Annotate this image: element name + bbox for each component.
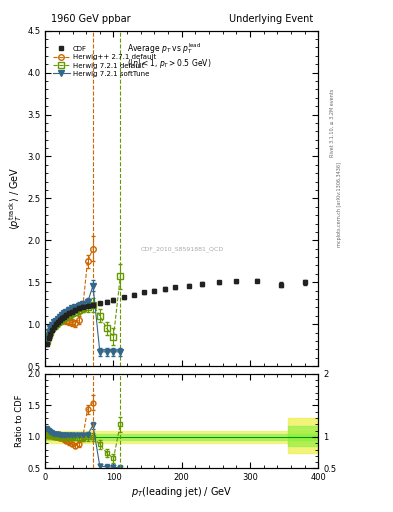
Text: CDF_2010_S8591881_QCD: CDF_2010_S8591881_QCD [140, 246, 223, 251]
Y-axis label: $\langle p_T^{\rm track}\rangle$ / GeV: $\langle p_T^{\rm track}\rangle$ / GeV [7, 166, 24, 230]
X-axis label: $p_T$(leading jet) / GeV: $p_T$(leading jet) / GeV [131, 485, 233, 499]
Y-axis label: Ratio to CDF: Ratio to CDF [15, 395, 24, 447]
Text: Average $p_T$ vs $p_T^{\rm lead}$
($|\eta|<1$, $p_T>0.5$ GeV): Average $p_T$ vs $p_T^{\rm lead}$ ($|\et… [127, 41, 211, 71]
Text: Underlying Event: Underlying Event [229, 14, 313, 24]
Text: 1960 GeV ppbar: 1960 GeV ppbar [51, 14, 130, 24]
Text: Rivet 3.1.10, ≥ 3.2M events: Rivet 3.1.10, ≥ 3.2M events [329, 89, 334, 157]
Legend: CDF, Herwig++ 2.7.1 default, Herwig 7.2.1 default, Herwig 7.2.1 softTune: CDF, Herwig++ 2.7.1 default, Herwig 7.2.… [51, 44, 158, 78]
Text: mcplots.cern.ch [arXiv:1306.3436]: mcplots.cern.ch [arXiv:1306.3436] [337, 162, 342, 247]
